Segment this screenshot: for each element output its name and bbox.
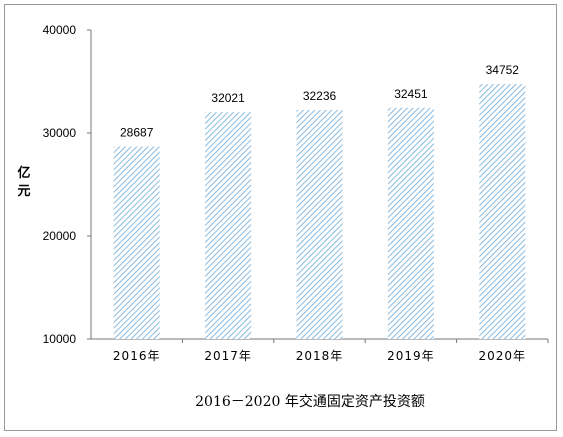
axes: 10000 20000 30000 40000: [43, 23, 549, 346]
bar-value-label: 34752: [486, 63, 520, 77]
x-tick-label: 2020年: [479, 349, 527, 363]
y-axis-label: 亿元: [17, 165, 30, 199]
y-tick-label: 10000: [43, 332, 77, 346]
bar-value-label: 32451: [394, 87, 428, 101]
bar: [387, 107, 434, 339]
chart-title: 2016－2020 年交通固定资产投资额: [195, 393, 425, 410]
y-axis-label-char: 元: [17, 184, 30, 199]
x-tick-label: 2019年: [387, 349, 435, 363]
bar: [205, 112, 252, 339]
bar: [113, 146, 160, 339]
bar-value-label: 32236: [303, 89, 337, 103]
y-axis-label-char: 亿: [17, 165, 30, 181]
x-tick-label: 2018年: [296, 349, 344, 363]
x-tick-label: 2016年: [113, 349, 161, 363]
x-tick-label: 2017年: [204, 349, 252, 363]
chart-frame: [4, 4, 557, 431]
bar-value-label: 28687: [120, 126, 154, 140]
y-tick-label: 30000: [43, 126, 77, 140]
bar: [479, 84, 526, 339]
bars: [113, 84, 526, 339]
y-tick-label: 40000: [43, 23, 77, 37]
bar: [296, 109, 343, 339]
bar-value-label: 32021: [211, 91, 245, 105]
y-tick-label: 20000: [43, 229, 77, 243]
data-labels: 28687 2016年 32021 2017年 32236 2018年 32451 2019年…: [113, 63, 527, 363]
